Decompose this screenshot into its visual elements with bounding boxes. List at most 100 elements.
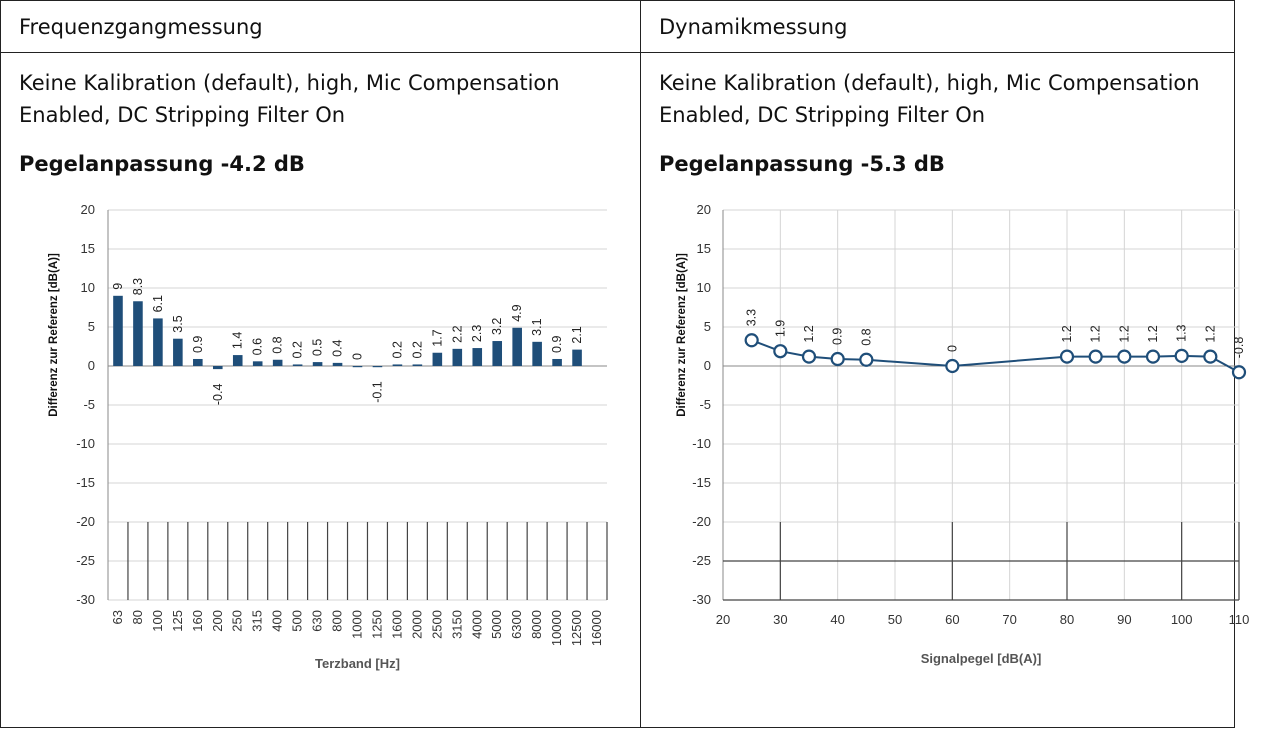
bar bbox=[552, 358, 562, 366]
y-tick-label: -5 bbox=[699, 397, 711, 412]
data-point bbox=[1231, 365, 1247, 380]
header-right: Dynamikmessung bbox=[640, 0, 1235, 53]
bar-data-label: 2.3 bbox=[470, 325, 484, 342]
bar-data-label: 9 bbox=[111, 283, 125, 290]
point-data-label: 1.3 bbox=[1175, 324, 1189, 341]
bar bbox=[252, 361, 263, 366]
data-point bbox=[1203, 349, 1218, 364]
point-data-label: 1.9 bbox=[773, 320, 787, 337]
bar-data-label: 1.4 bbox=[231, 332, 245, 349]
x-tick-label: 200 bbox=[210, 610, 225, 632]
point-data-label: 1.2 bbox=[1146, 325, 1160, 342]
y-tick-label: 0 bbox=[88, 358, 95, 373]
x-tick-label: 80 bbox=[1060, 612, 1074, 627]
bar bbox=[312, 362, 323, 366]
left-pegel: Pegelanpassung -4.2 dB bbox=[19, 152, 305, 176]
x-tick-label: 315 bbox=[250, 610, 265, 632]
data-point bbox=[1174, 348, 1189, 363]
x-tick-label: 10000 bbox=[549, 610, 564, 646]
right-panel: Keine Kalibration (default), high, Mic C… bbox=[640, 52, 1249, 728]
point-data-label: 1.2 bbox=[1203, 325, 1217, 342]
data-point bbox=[773, 344, 788, 359]
bar-data-label: 0.4 bbox=[331, 339, 345, 356]
y-tick-label: 10 bbox=[697, 280, 711, 295]
bar bbox=[272, 359, 283, 366]
bar-data-label: 0.8 bbox=[271, 336, 285, 353]
bar bbox=[472, 348, 483, 366]
bar bbox=[212, 366, 223, 370]
y-tick-label: 20 bbox=[697, 202, 711, 217]
bar bbox=[352, 366, 363, 368]
bar-data-label: 0.2 bbox=[390, 341, 404, 358]
x-tick-label: 90 bbox=[1117, 612, 1131, 627]
right-pegel: Pegelanpassung -5.3 dB bbox=[659, 152, 945, 176]
data-point bbox=[744, 333, 759, 348]
x-tick-label: 4000 bbox=[469, 610, 484, 639]
data-point bbox=[801, 349, 817, 364]
bar bbox=[153, 318, 163, 366]
y-tick-label: -25 bbox=[692, 553, 711, 568]
bar-data-label: 0.9 bbox=[191, 336, 205, 353]
bar-data-label: 0.2 bbox=[291, 341, 305, 358]
y-tick-label: -20 bbox=[692, 514, 711, 529]
header-left: Frequenzgangmessung bbox=[0, 0, 641, 53]
x-tick-label: 6300 bbox=[509, 610, 524, 639]
x-tick-label: 110 bbox=[1229, 612, 1250, 627]
bar-data-label: -0.1 bbox=[370, 381, 384, 403]
y-tick-label: 10 bbox=[81, 280, 95, 295]
x-tick-label: 100 bbox=[150, 610, 165, 632]
y-tick-label: -10 bbox=[692, 436, 711, 451]
x-tick-label: 30 bbox=[773, 612, 787, 627]
bar-data-label: 4.9 bbox=[510, 304, 524, 321]
x-tick-label: 8000 bbox=[529, 610, 544, 639]
bar-data-label: 0.9 bbox=[550, 336, 564, 353]
y-axis-title: Differenz zur Referenz [dB(A)] bbox=[676, 253, 688, 417]
y-tick-label: 5 bbox=[704, 319, 711, 334]
bar bbox=[173, 338, 183, 366]
bar bbox=[512, 327, 522, 366]
x-tick-label: 2000 bbox=[409, 610, 424, 639]
bar bbox=[452, 348, 463, 366]
bar bbox=[372, 366, 383, 368]
point-data-label: 1.2 bbox=[1060, 325, 1074, 342]
bar bbox=[113, 295, 123, 366]
data-point bbox=[1117, 349, 1132, 364]
bar bbox=[193, 358, 203, 366]
y-tick-label: 0 bbox=[704, 358, 711, 373]
bar bbox=[492, 341, 503, 366]
bar-data-label: 2.2 bbox=[450, 325, 464, 342]
y-tick-label: 15 bbox=[697, 241, 711, 256]
point-data-label: -0.8 bbox=[1232, 337, 1246, 359]
x-tick-label: 12500 bbox=[569, 610, 584, 646]
data-point bbox=[859, 352, 874, 367]
layout-table: Frequenzgangmessung Dynamikmessung Keine… bbox=[0, 0, 1249, 728]
x-tick-label: 125 bbox=[170, 610, 185, 632]
right-description: Keine Kalibration (default), high, Mic C… bbox=[659, 71, 1200, 127]
y-tick-label: 15 bbox=[81, 241, 95, 256]
y-tick-label: -5 bbox=[83, 397, 95, 412]
x-tick-label: 800 bbox=[330, 610, 345, 632]
left-panel: Keine Kalibration (default), high, Mic C… bbox=[0, 52, 641, 728]
data-point bbox=[945, 358, 960, 374]
y-tick-label: -10 bbox=[76, 436, 95, 451]
data-point bbox=[1145, 349, 1161, 364]
point-data-label: 1.2 bbox=[802, 325, 816, 342]
data-point bbox=[1059, 349, 1075, 364]
left-description: Keine Kalibration (default), high, Mic C… bbox=[19, 71, 560, 127]
y-tick-label: 5 bbox=[88, 319, 95, 334]
bar-data-label: 0.2 bbox=[410, 341, 424, 358]
bar-data-label: 0 bbox=[351, 353, 365, 360]
bar-data-label: 3.2 bbox=[490, 318, 504, 335]
x-axis-title: Signalpegel [dB(A)] bbox=[921, 651, 1042, 666]
x-tick-label: 40 bbox=[830, 612, 844, 627]
x-tick-label: 2500 bbox=[429, 610, 444, 639]
x-tick-label: 500 bbox=[290, 610, 305, 632]
bar-data-label: 3.5 bbox=[171, 315, 185, 332]
y-tick-label: -15 bbox=[76, 475, 95, 490]
x-tick-label: 5000 bbox=[489, 610, 504, 639]
y-tick-label: -15 bbox=[692, 475, 711, 490]
bar-data-label: 1.7 bbox=[430, 329, 444, 346]
point-data-label: 1.2 bbox=[1117, 325, 1131, 342]
bar bbox=[332, 362, 343, 366]
x-tick-label: 60 bbox=[945, 612, 959, 627]
